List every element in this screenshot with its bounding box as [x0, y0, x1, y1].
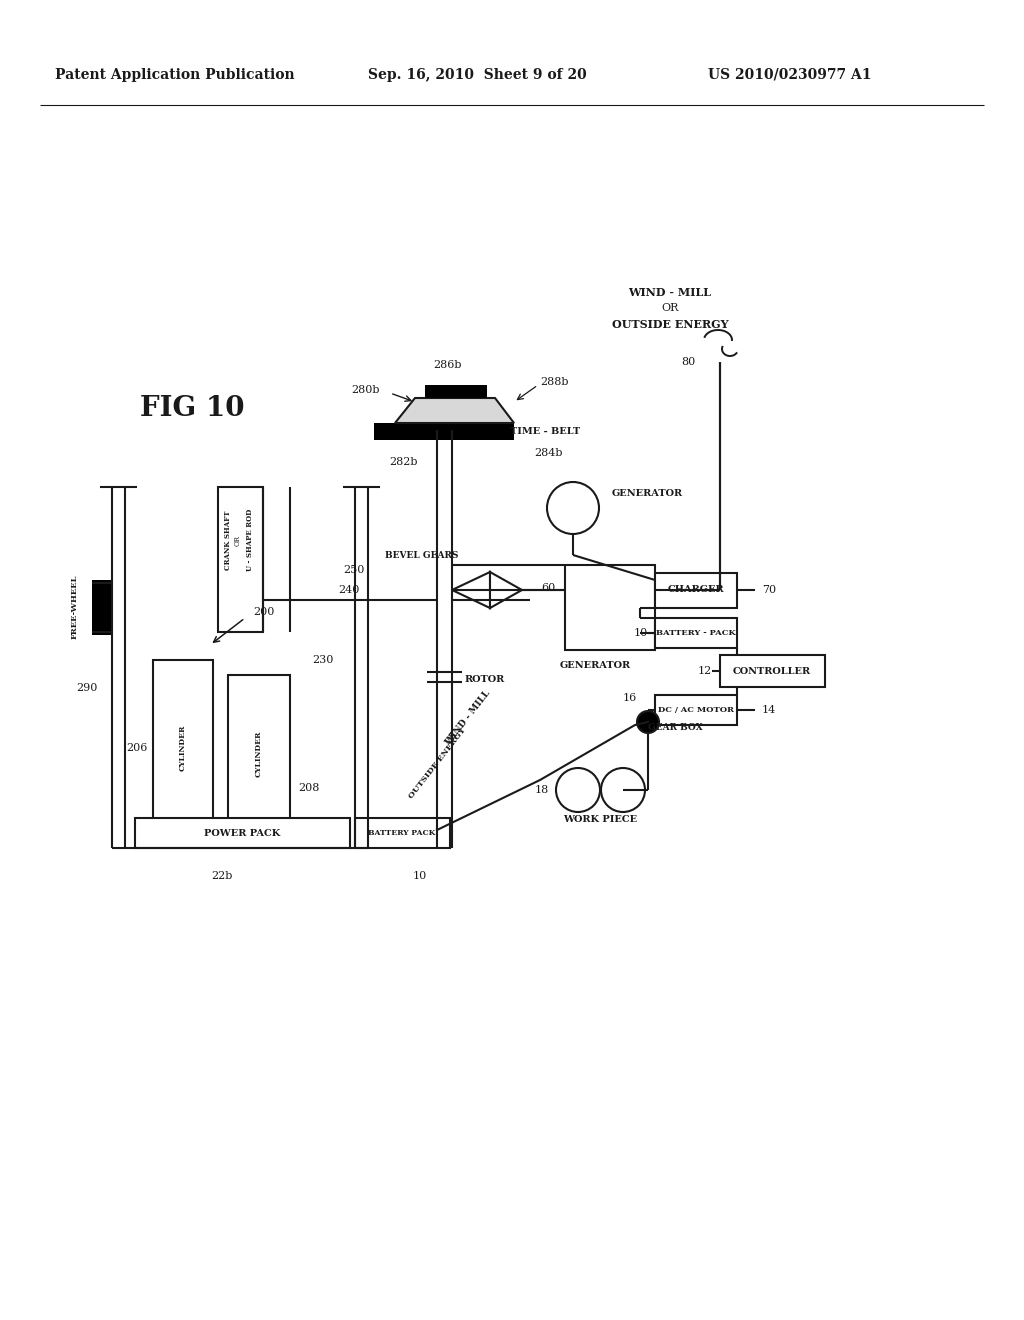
Polygon shape: [452, 572, 490, 609]
Text: OR: OR: [444, 730, 460, 746]
Circle shape: [637, 711, 659, 733]
Text: WIND - MILL: WIND - MILL: [443, 689, 493, 747]
Text: 10: 10: [634, 628, 648, 638]
Text: WIND - MILL: WIND - MILL: [629, 286, 712, 297]
Text: 10: 10: [413, 871, 427, 880]
Text: CHARGER: CHARGER: [668, 586, 724, 594]
Text: GENERATOR: GENERATOR: [612, 488, 683, 498]
Text: CYLINDER: CYLINDER: [179, 725, 187, 771]
Text: US 2010/0230977 A1: US 2010/0230977 A1: [709, 69, 871, 82]
Text: CYLINDER: CYLINDER: [255, 731, 263, 777]
Text: GENERATOR: GENERATOR: [560, 660, 631, 669]
Bar: [655, 573, 737, 609]
Text: OR: OR: [662, 304, 679, 313]
Text: 230: 230: [312, 655, 334, 665]
Polygon shape: [490, 572, 522, 609]
Text: 290: 290: [77, 682, 98, 693]
Bar: [92, 579, 112, 635]
Text: BATTERY PACK: BATTERY PACK: [369, 829, 435, 837]
Text: 18: 18: [535, 785, 549, 795]
Text: 200: 200: [253, 607, 274, 616]
Text: BEVEL GEARS: BEVEL GEARS: [385, 550, 459, 560]
Text: 14: 14: [762, 705, 776, 715]
Bar: [374, 422, 514, 440]
Text: 60: 60: [541, 583, 555, 593]
Bar: [425, 385, 487, 399]
Text: Sep. 16, 2010  Sheet 9 of 20: Sep. 16, 2010 Sheet 9 of 20: [368, 69, 587, 82]
Bar: [655, 618, 737, 648]
Bar: [228, 675, 290, 833]
Text: 208: 208: [298, 783, 319, 793]
Text: GEAR BOX: GEAR BOX: [648, 723, 702, 733]
Text: OUTSIDE ENERGY: OUTSIDE ENERGY: [407, 726, 467, 800]
Text: 16: 16: [623, 693, 637, 704]
Text: 80: 80: [682, 356, 696, 367]
Text: OR: OR: [234, 535, 242, 545]
Text: 280b: 280b: [351, 385, 380, 395]
Text: WORK PIECE: WORK PIECE: [563, 816, 637, 825]
Text: OUTSIDE ENERGY: OUTSIDE ENERGY: [611, 318, 728, 330]
Text: POWER PACK: POWER PACK: [204, 829, 281, 837]
Text: CONTROLLER: CONTROLLER: [733, 667, 811, 676]
Bar: [218, 487, 263, 632]
Text: 288b: 288b: [540, 378, 568, 387]
Text: FREE-WHEEL: FREE-WHEEL: [71, 574, 79, 639]
Text: DC / AC MOTOR: DC / AC MOTOR: [658, 706, 734, 714]
Text: 12: 12: [697, 667, 712, 676]
Bar: [355, 818, 450, 847]
Text: BATTERY - PACK: BATTERY - PACK: [656, 630, 736, 638]
Text: 240: 240: [339, 585, 360, 595]
Bar: [153, 660, 213, 836]
Text: TIME - BELT: TIME - BELT: [510, 426, 581, 436]
Bar: [720, 655, 825, 686]
Bar: [135, 818, 350, 847]
Text: 286b: 286b: [434, 360, 462, 370]
Text: ROTOR: ROTOR: [465, 676, 505, 685]
Text: CRANK SHAFT: CRANK SHAFT: [224, 511, 232, 570]
Text: Patent Application Publication: Patent Application Publication: [55, 69, 295, 82]
Polygon shape: [395, 399, 514, 422]
Text: 70: 70: [762, 585, 776, 595]
Text: FIG 10: FIG 10: [139, 395, 245, 421]
Bar: [655, 696, 737, 725]
Bar: [565, 565, 655, 649]
Text: 282b: 282b: [389, 457, 418, 467]
Text: 206: 206: [127, 743, 148, 752]
Text: 284b: 284b: [534, 447, 562, 458]
Text: 22b: 22b: [211, 871, 232, 880]
Text: U - SHAPE ROD: U - SHAPE ROD: [246, 510, 254, 572]
Text: 250: 250: [344, 565, 365, 576]
